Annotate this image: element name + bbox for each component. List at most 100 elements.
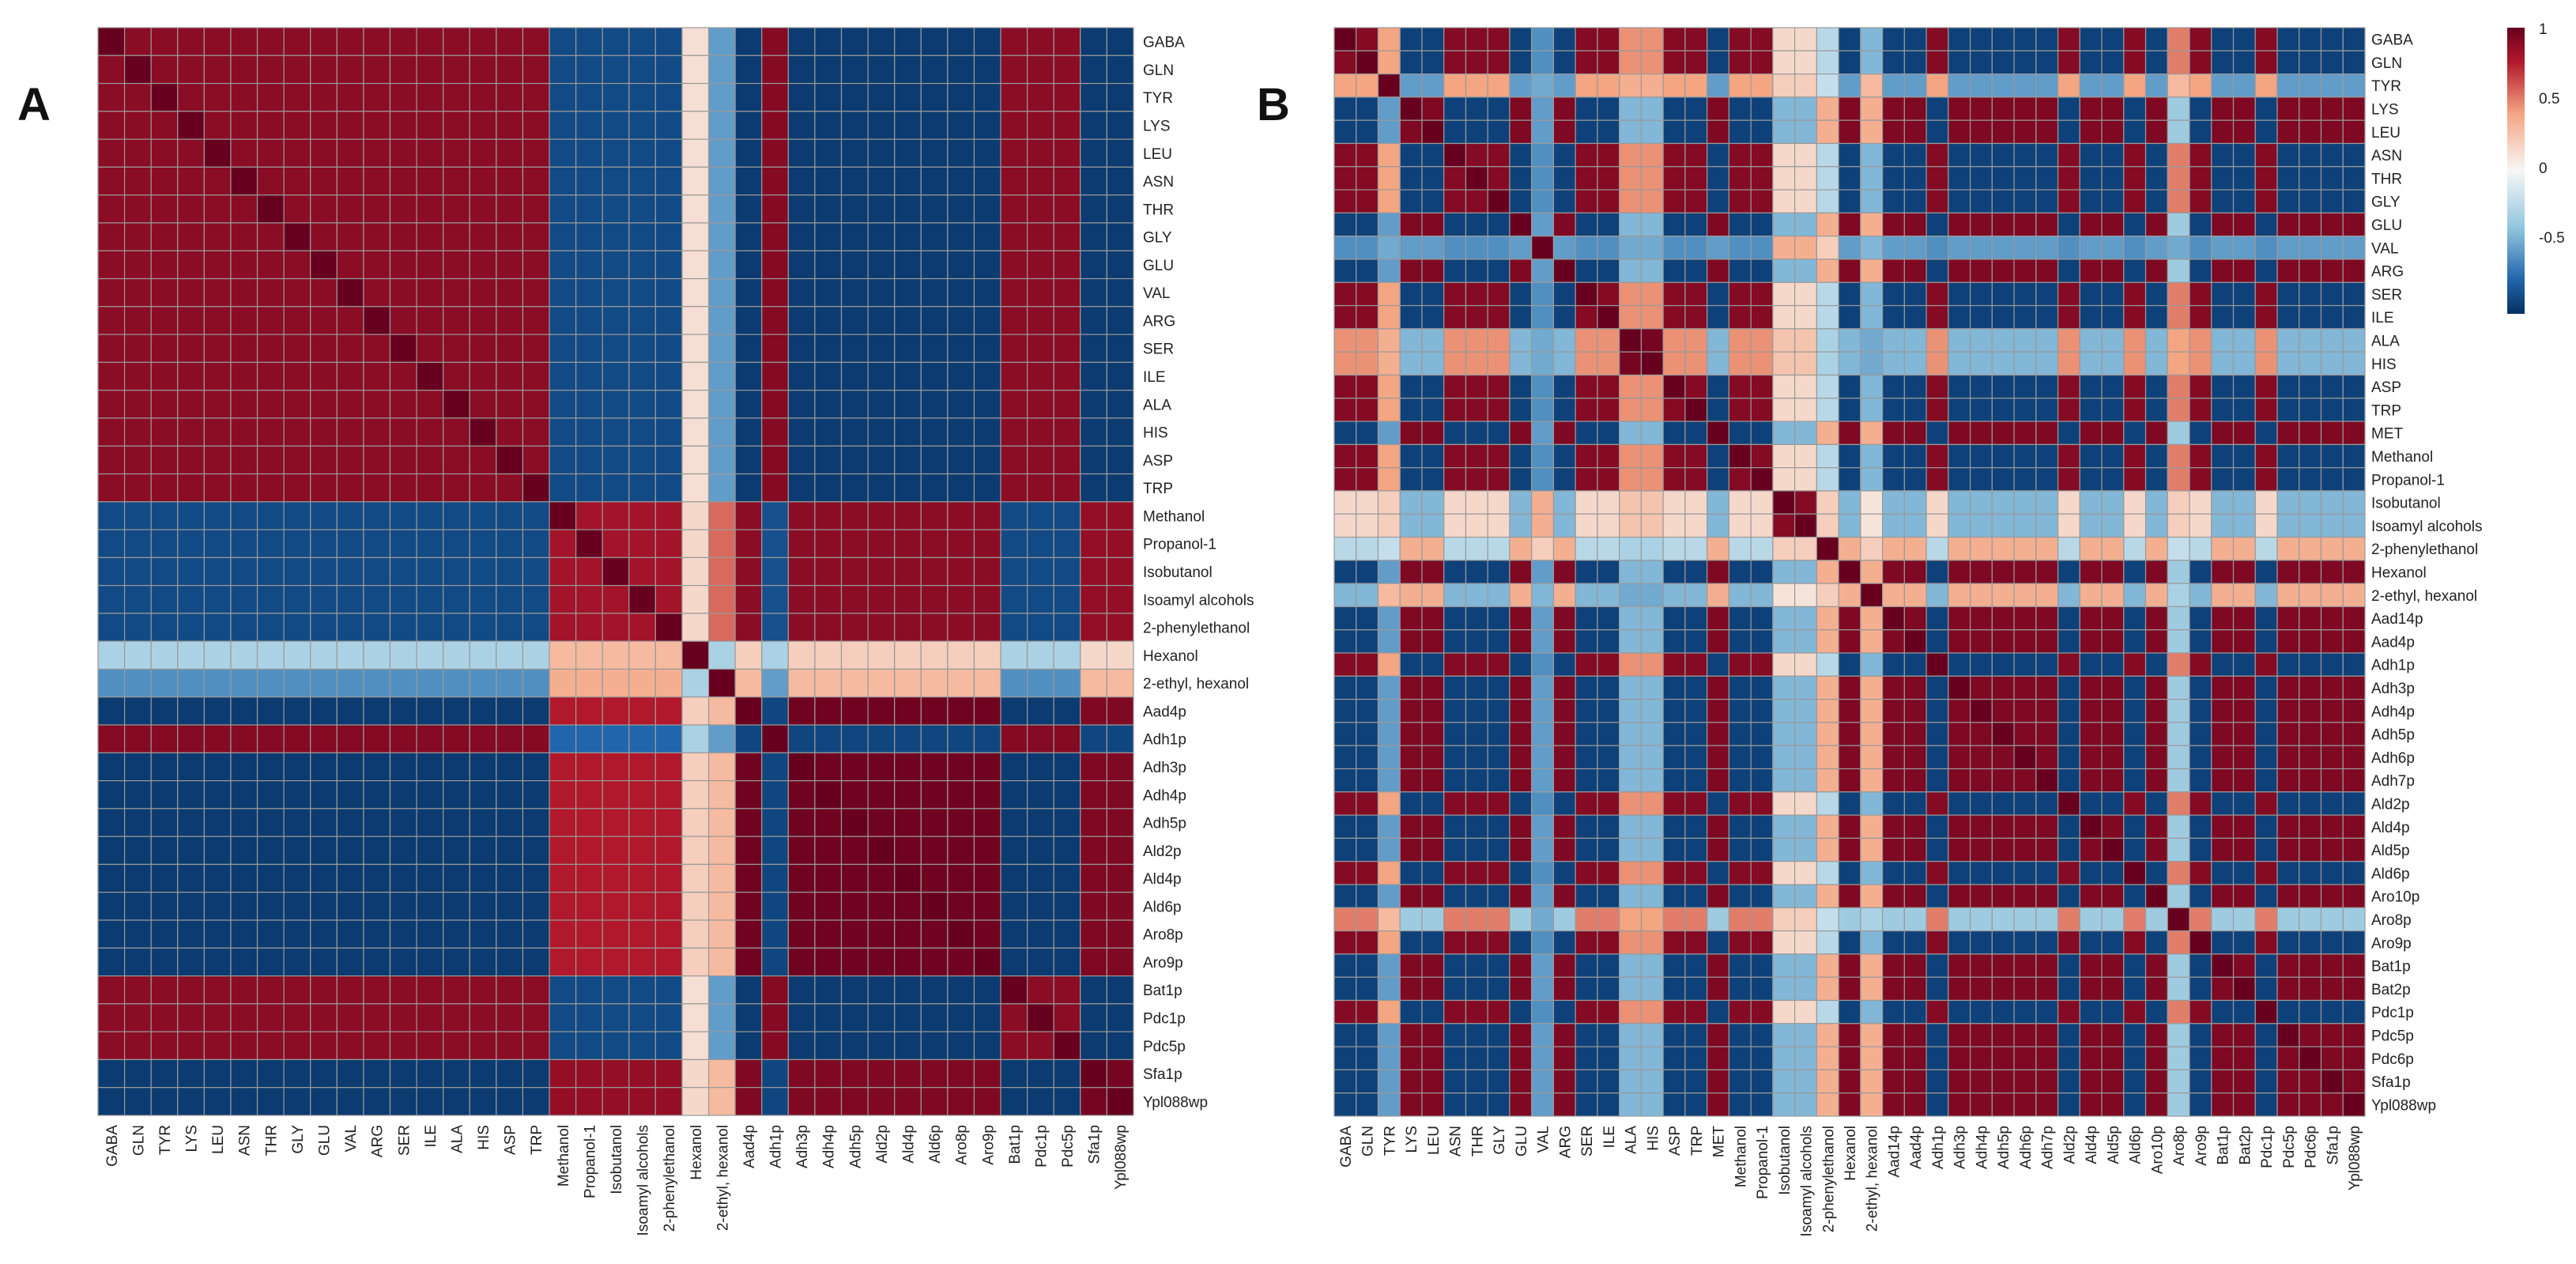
heatmap-cell — [2101, 50, 2125, 75]
heatmap-cell — [1465, 583, 1488, 608]
heatmap-cell — [2079, 1023, 2103, 1047]
heatmap-cell — [1794, 745, 1817, 770]
heatmap-cell — [2101, 536, 2125, 561]
heatmap-cell — [1903, 443, 1927, 469]
heatmap-cell — [1399, 374, 1423, 399]
heatmap-cell — [1552, 976, 1576, 1002]
heatmap-cell — [1707, 236, 1729, 260]
heatmap-cell — [761, 780, 789, 809]
heatmap-cell — [973, 529, 1001, 558]
heatmap-cell — [496, 529, 524, 558]
heatmap-cell — [1465, 212, 1488, 237]
heatmap-cell — [761, 1087, 789, 1116]
heatmap-cell — [1080, 1003, 1108, 1032]
row-label: Adh4p — [2371, 704, 2415, 720]
heatmap-cell — [973, 334, 1001, 363]
column-label: Methanol — [556, 1125, 572, 1187]
heatmap-cell — [2013, 722, 2037, 746]
heatmap-cell — [1487, 304, 1511, 330]
heatmap-cell — [654, 696, 683, 726]
heatmap-cell — [150, 863, 179, 893]
heatmap-cell — [150, 334, 179, 363]
heatmap-cell — [1970, 189, 1993, 213]
heatmap-cell — [336, 82, 364, 112]
heatmap-cell — [97, 82, 126, 112]
heatmap-cell — [1575, 837, 1598, 862]
heatmap-cell — [654, 975, 683, 1005]
heatmap-cell — [2167, 119, 2190, 145]
heatmap-cell — [2254, 699, 2278, 723]
heatmap-cell — [1948, 398, 1971, 422]
heatmap-cell — [1106, 390, 1134, 419]
heatmap-cell — [1575, 236, 1598, 260]
heatmap-cell — [1970, 606, 1993, 631]
column-label: LEU — [210, 1125, 227, 1154]
heatmap-cell — [1000, 1087, 1028, 1116]
heatmap-cell — [947, 277, 975, 308]
heatmap-cell — [203, 166, 232, 196]
heatmap-cell — [814, 696, 843, 726]
heatmap-cell — [1421, 953, 1445, 978]
heatmap-cell — [1619, 606, 1643, 631]
heatmap-cell — [2167, 837, 2190, 862]
heatmap-cell — [1333, 722, 1357, 746]
heatmap-cell — [707, 417, 736, 447]
heatmap-cell — [894, 808, 922, 837]
heatmap-cell — [2144, 421, 2168, 445]
heatmap-cell — [1399, 652, 1423, 677]
heatmap-cell — [336, 194, 364, 224]
heatmap-cell — [443, 1058, 470, 1089]
heatmap-cell — [734, 585, 763, 614]
heatmap-cell — [2035, 837, 2059, 862]
heatmap-cell — [1662, 722, 1686, 746]
heatmap-cell — [1903, 27, 1927, 51]
heatmap-cell — [1794, 1046, 1817, 1071]
heatmap-cell — [230, 557, 258, 587]
heatmap-cell — [2254, 953, 2278, 978]
heatmap-cell — [123, 82, 152, 112]
heatmap-cell — [1000, 250, 1028, 280]
heatmap-cell — [920, 863, 949, 893]
heatmap-cell — [628, 390, 656, 419]
heatmap-cell — [1772, 884, 1796, 908]
heatmap-cell — [1970, 652, 1993, 677]
heatmap-cell — [203, 836, 232, 866]
heatmap-cell — [2232, 953, 2256, 978]
heatmap-cell — [2013, 606, 2037, 631]
heatmap-cell — [2254, 443, 2278, 469]
heatmap-cell — [1640, 421, 1664, 445]
heatmap-cell — [1421, 976, 1445, 1002]
heatmap-cell — [628, 194, 656, 224]
heatmap-cell — [1053, 417, 1081, 447]
heatmap-cell — [2254, 328, 2278, 353]
heatmap-cell — [1509, 814, 1533, 840]
heatmap-cell — [1728, 629, 1752, 654]
heatmap-cell — [496, 808, 524, 837]
heatmap-cell — [1333, 884, 1357, 908]
heatmap-cell — [867, 836, 896, 866]
heatmap-cell — [1619, 96, 1643, 121]
heatmap-cell — [1509, 1069, 1533, 1094]
heatmap-cell — [1991, 281, 2015, 307]
heatmap-cell — [336, 529, 364, 558]
heatmap-cell — [310, 668, 338, 698]
row-label: ILE — [1143, 369, 1166, 386]
heatmap-cell — [1860, 96, 1884, 121]
heatmap-cell — [522, 752, 550, 782]
heatmap-cell — [2276, 142, 2300, 168]
heatmap-cell — [283, 836, 311, 866]
heatmap-cell — [761, 501, 789, 530]
column-label: Bat1p — [1007, 1125, 1024, 1164]
heatmap-cell — [230, 613, 258, 642]
heatmap-cell — [469, 836, 497, 866]
heatmap-cell — [1619, 73, 1643, 98]
heatmap-cell — [1487, 328, 1511, 353]
heatmap-cell — [1356, 189, 1379, 213]
heatmap-cell — [1053, 334, 1081, 363]
heatmap-cell — [1333, 837, 1357, 862]
heatmap-cell — [1903, 374, 1927, 399]
heatmap-cell — [1421, 73, 1445, 98]
heatmap-cell — [1597, 560, 1620, 584]
heatmap-cell — [1080, 166, 1108, 196]
heatmap-cell — [1531, 536, 1555, 561]
